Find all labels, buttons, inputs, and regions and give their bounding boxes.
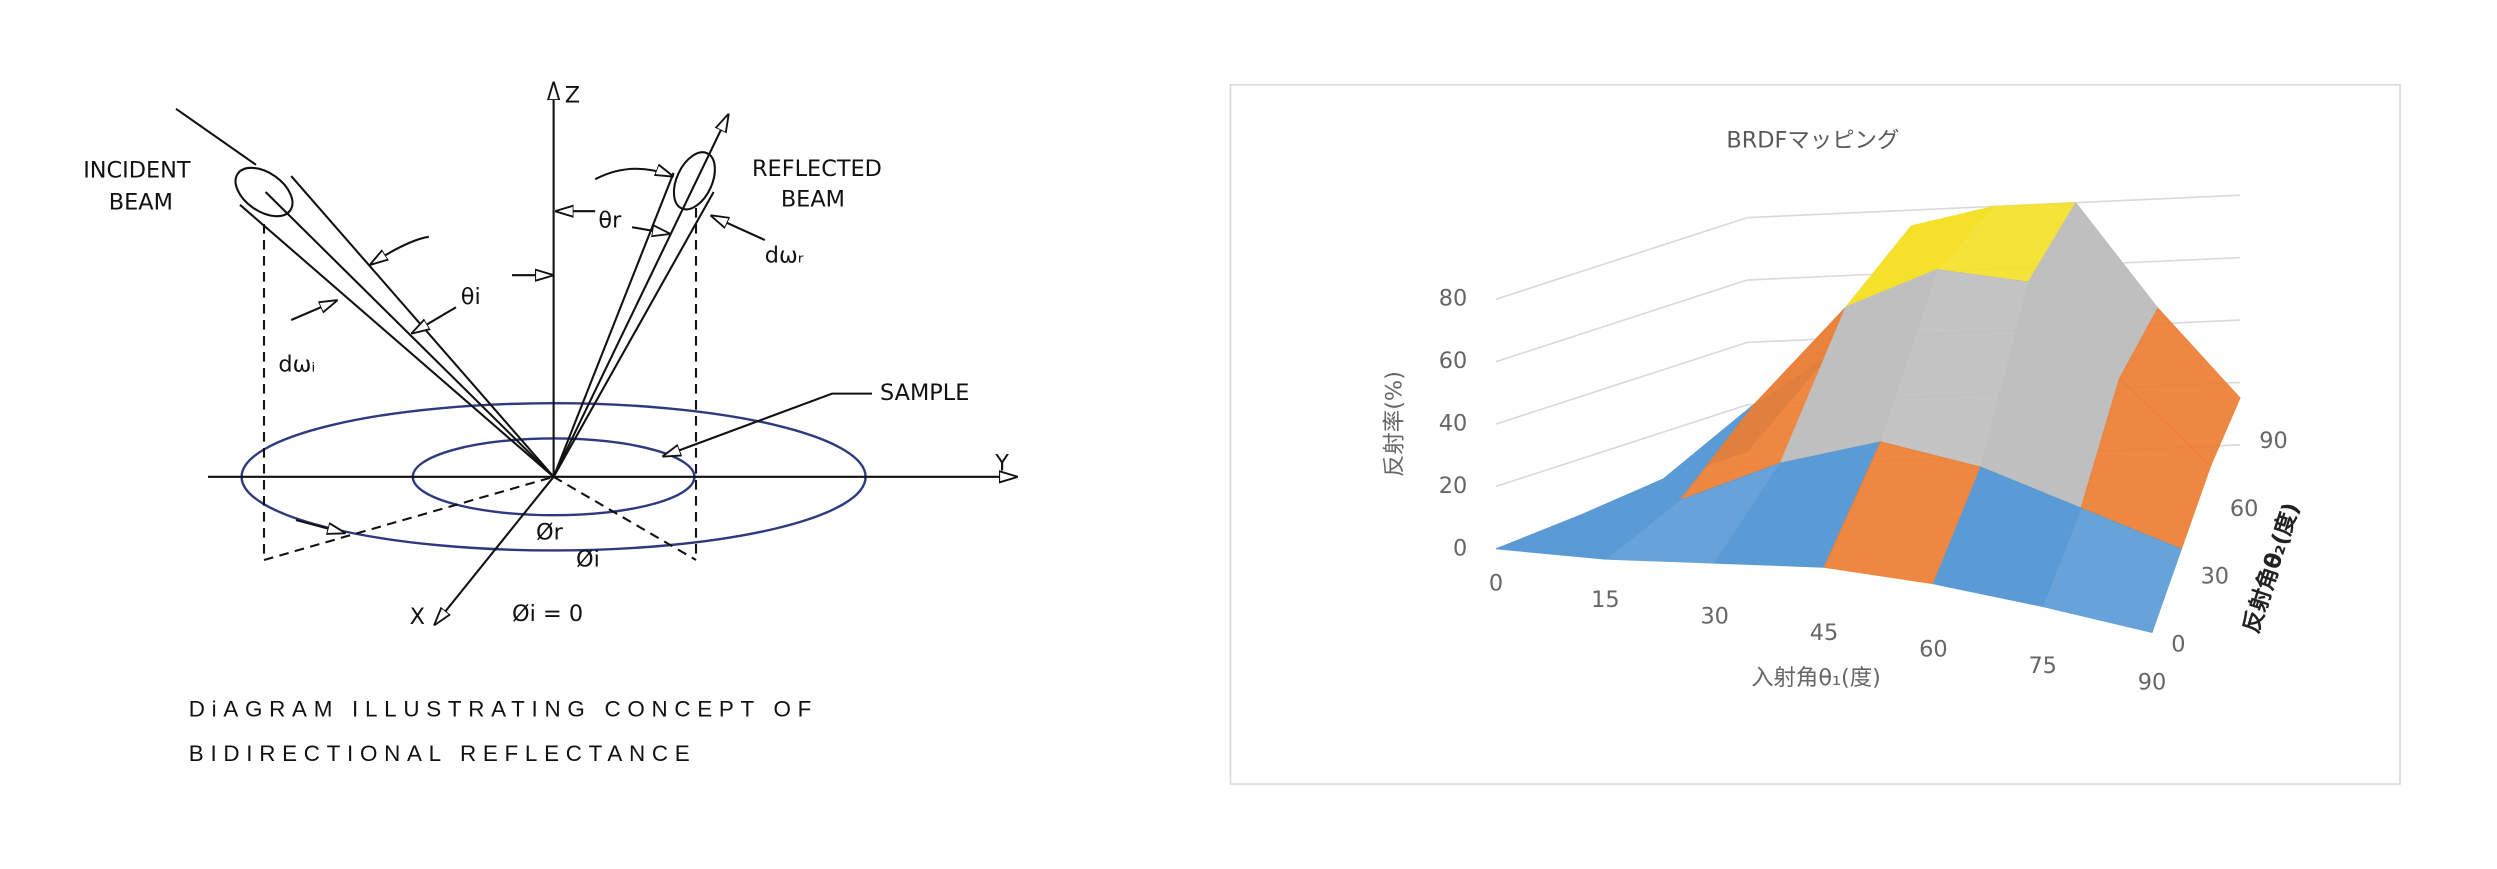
x-tick-label: 45 <box>1810 620 1839 646</box>
angle-label: θr <box>598 207 622 233</box>
depth-tick-label: 60 <box>2230 496 2259 522</box>
angle-arrow <box>290 301 336 321</box>
reflected-ray <box>552 115 728 478</box>
reflected-cone-base <box>672 151 716 211</box>
y-axis-title: 反射率(%) <box>1382 371 1408 477</box>
brdf-diagram: INCIDENT BEAM REFLECTED BEAM Z Y X θi θr… <box>83 83 1016 766</box>
label: INCIDENT <box>83 158 191 184</box>
chart-title: BRDFマッピング <box>1726 127 1899 153</box>
caption: DiAGRAM ILLUSTRATING CONCEPT OF <box>189 696 818 721</box>
depth-tick-label: 0 <box>2171 631 2185 657</box>
angle-label: dωᵢ <box>278 351 315 377</box>
angle-arrow <box>631 227 669 233</box>
label: BEAM <box>781 187 845 213</box>
angle-arrow <box>295 519 344 533</box>
incident-ray <box>175 107 257 166</box>
angle-label: dωᵣ <box>765 243 804 269</box>
axis-label: X <box>410 604 425 630</box>
angle-arrow <box>712 216 766 241</box>
incident-axis <box>264 191 555 478</box>
label: SAMPLE <box>880 380 969 406</box>
angle-label: Ør <box>536 519 564 545</box>
surface-patch <box>2042 507 2182 633</box>
angle-label: Øi <box>576 547 600 573</box>
y-tick-label: 20 <box>1439 473 1468 499</box>
caption: BIDIRECTIONAL REFLECTANCE <box>189 741 697 766</box>
angle-label: θi <box>461 284 481 310</box>
depth-tick-label: 30 <box>2201 564 2230 590</box>
angle-arrow <box>413 306 457 333</box>
x-tick-label: 90 <box>2138 670 2167 696</box>
y-tick-label: 80 <box>1439 286 1468 312</box>
axis-label: Y <box>994 451 1009 477</box>
reflected-cone <box>552 191 715 478</box>
angle-label: Øi = 0 <box>512 601 583 627</box>
projection <box>553 475 697 561</box>
x-tick-label: 75 <box>2028 653 2057 679</box>
sample-leader <box>664 392 873 456</box>
x-tick-label: 30 <box>1700 604 1729 630</box>
surface-chart: BRDFマッピング 反射率(%) 入射角θ₁(度) 反射角θ₂(度) 02040… <box>1229 84 2401 785</box>
incident-cone <box>239 204 555 478</box>
x-tick-label: 15 <box>1591 587 1620 613</box>
x-tick-label: 0 <box>1489 571 1503 597</box>
reflected-cone <box>552 172 675 478</box>
depth-tick-label: 90 <box>2259 428 2288 454</box>
y-tick-label: 60 <box>1439 348 1468 374</box>
axis-label: Z <box>565 83 580 109</box>
y-tick-label: 0 <box>1453 535 1467 561</box>
angle-arrow <box>594 169 672 181</box>
x-axis <box>435 476 555 624</box>
x-tick-label: 60 <box>1919 637 1948 663</box>
angle-arrow <box>371 235 429 264</box>
projection <box>263 475 554 562</box>
x-axis-title: 入射角θ₁(度) <box>1751 665 1881 691</box>
label: BEAM <box>109 190 173 216</box>
y-tick-label: 40 <box>1439 411 1468 437</box>
label: REFLECTED <box>752 156 882 182</box>
